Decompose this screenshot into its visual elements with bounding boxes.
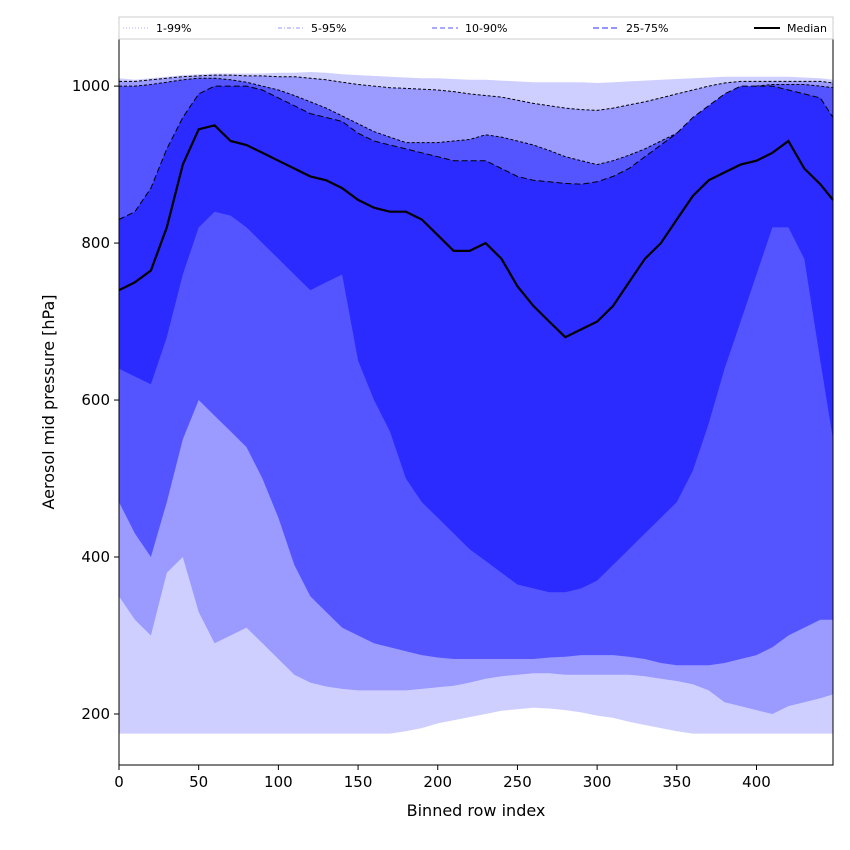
x-tick-label: 200 [423, 773, 452, 791]
median-line [118, 124, 834, 339]
x-tick-label: 150 [344, 773, 373, 791]
x-tick-label: 0 [114, 773, 124, 791]
y-tick-label: 400 [81, 548, 110, 566]
x-axis-label: Binned row index [407, 801, 546, 820]
y-tick-label: 1000 [72, 77, 110, 95]
x-tick-label: 250 [503, 773, 532, 791]
y-tick-label: 600 [81, 391, 110, 409]
bands-layer [118, 72, 834, 734]
y-axis-label: Aerosol mid pressure [hPa] [39, 294, 58, 509]
band-25-75% [119, 86, 833, 593]
x-tick-label: 100 [264, 773, 293, 791]
band-edge-25-75% [118, 85, 834, 220]
legend-label-1-99%: 1-99% [156, 22, 191, 35]
legend-box [118, 16, 834, 40]
median-layer [118, 124, 834, 339]
x-tick-label: 350 [662, 773, 691, 791]
legend-label-Median: Median [787, 22, 827, 35]
y-tick-label: 800 [81, 234, 110, 252]
y-tick-label: 200 [81, 705, 110, 723]
legend: 1-99% 5-95% 10-90% 25-75% Median [118, 16, 834, 40]
band-edge-5-95% [119, 74, 834, 111]
legend-label-10-90%: 10-90% [465, 22, 507, 35]
x-tick-label: 300 [583, 773, 612, 791]
y-axis: 200 400 600 800 1000 [72, 77, 119, 723]
x-tick-label: 50 [189, 773, 208, 791]
x-axis: 0 50 100 150 200 250 300 350 400 [114, 765, 771, 791]
legend-label-25-75%: 25-75% [626, 22, 668, 35]
x-tick-label: 400 [742, 773, 771, 791]
legend-label-5-95%: 5-95% [311, 22, 346, 35]
